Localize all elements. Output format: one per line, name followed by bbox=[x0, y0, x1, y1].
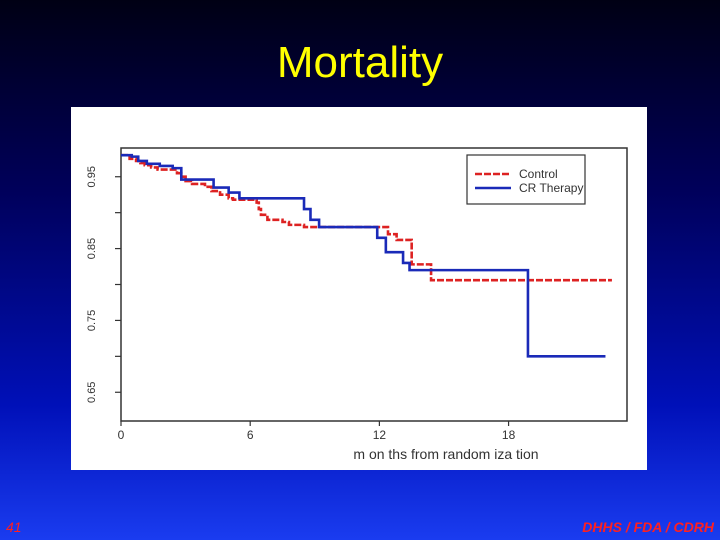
legend-label: CR Therapy bbox=[519, 181, 583, 195]
y-tick-label: 0.75 bbox=[86, 310, 98, 331]
footer-credit: DHHS / FDA / CDRH bbox=[582, 519, 714, 535]
page-number: 41 bbox=[6, 519, 22, 535]
x-tick-label: 18 bbox=[502, 428, 516, 442]
x-tick-label: 12 bbox=[373, 428, 387, 442]
survival-chart: 0.65 0.75 0.85 0.95 0 6 12 18 m on ths from ra… bbox=[86, 147, 628, 462]
x-tick-label: 6 bbox=[247, 428, 254, 442]
y-tick-label: 0.65 bbox=[86, 382, 98, 403]
x-tick-label: 0 bbox=[118, 428, 125, 442]
series-line-cr-therapy bbox=[121, 153, 606, 358]
y-tick-label: 0.95 bbox=[86, 166, 98, 187]
chart-panel: 0.65 0.75 0.85 0.95 0 6 12 18 m on ths from ra… bbox=[71, 107, 647, 470]
series-layer bbox=[121, 153, 612, 358]
y-axis: 0.65 0.75 0.85 0.95 bbox=[86, 166, 121, 403]
series-line-control bbox=[121, 153, 612, 282]
y-tick-label: 0.85 bbox=[86, 238, 98, 259]
legend-label: Control bbox=[519, 167, 558, 181]
x-axis-label: m on ths from random iza tion bbox=[353, 446, 538, 462]
legend-box bbox=[466, 154, 586, 205]
x-axis: 0 6 12 18 bbox=[118, 421, 516, 442]
slide-title: Mortality bbox=[276, 38, 444, 87]
